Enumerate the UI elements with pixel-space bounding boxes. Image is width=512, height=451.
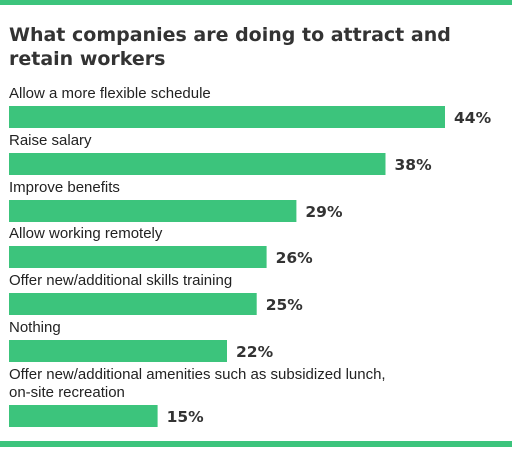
value-label: 38% — [395, 156, 433, 174]
value-label: 22% — [236, 343, 274, 361]
bar — [9, 153, 386, 175]
top-accent-rule — [0, 0, 512, 5]
value-label: 15% — [167, 408, 205, 426]
bar — [9, 246, 267, 268]
category-label: Nothing — [9, 319, 61, 336]
value-label: 29% — [305, 203, 343, 221]
category-label: Allow working remotely — [9, 225, 163, 242]
bar — [9, 340, 227, 362]
value-label: 44% — [454, 109, 492, 127]
category-label: Offer new/additional skills training — [9, 272, 232, 289]
bar — [9, 405, 158, 427]
category-label: Allow a more flexible schedule — [9, 85, 211, 102]
bar — [9, 106, 445, 128]
bottom-accent-rule — [0, 441, 512, 447]
bar — [9, 200, 297, 222]
category-label: Raise salary — [9, 132, 92, 149]
bar — [9, 293, 257, 315]
chart-title: What companies are doing to attract and … — [9, 24, 451, 70]
value-label: 26% — [276, 249, 314, 267]
category-label: Offer new/additional amenities such as s… — [9, 366, 386, 401]
category-label: Improve benefits — [9, 179, 120, 196]
value-label: 25% — [266, 296, 304, 314]
